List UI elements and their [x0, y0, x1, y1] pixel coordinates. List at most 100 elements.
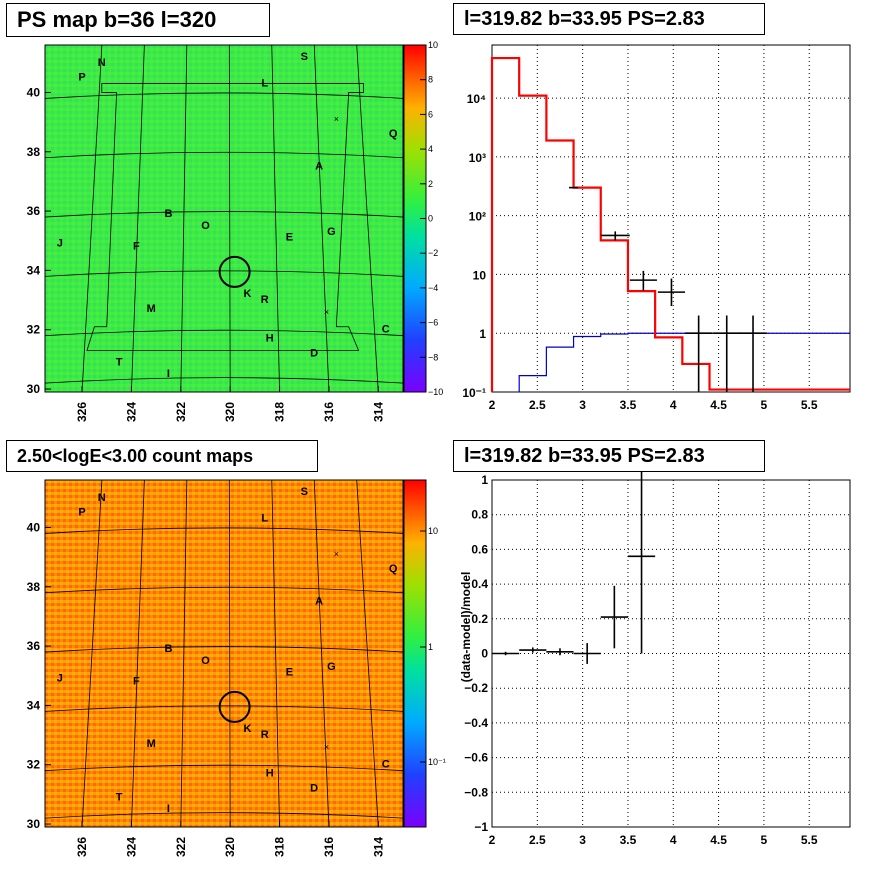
source-label-T: T [116, 356, 123, 368]
source-label-C: C [382, 759, 390, 771]
residual-panel: 2 2.5 3 3.5 4 4.5 5 5.5 1 0.8 0.6 0.4 0.2 0 −0.2 −0.4 −… [459, 459, 851, 847]
source-label-F: F [133, 676, 140, 688]
source-label-Q: Q [389, 563, 398, 575]
source-label-D: D [310, 782, 318, 794]
meridian-line [228, 44, 231, 393]
count-map-panel: N P S L Q A B O E G J F K R M C H D T I × × 326 324 322 320 318 31… [27, 479, 446, 857]
source-label-S: S [301, 51, 308, 63]
residual-y-axis-label: (data-model)/model [459, 572, 473, 683]
source-label-G: G [327, 226, 336, 238]
source-label-E: E [286, 232, 293, 244]
x-tick-label: 5.5 [801, 398, 818, 412]
colorbar-tick-label: 8 [428, 75, 433, 85]
colorbar-tick-label: 4 [428, 144, 433, 154]
meridian-line [131, 44, 145, 393]
y-tick-label: −0.6 [464, 751, 488, 765]
spectrum-y-ticks: 10⁻¹ 1 10 10² 10³ 10⁴ [462, 92, 486, 400]
y-tick-label: 0.6 [471, 542, 488, 556]
x-tick-label: 2 [489, 833, 496, 847]
ps-colorbar-ticks: 10 8 6 4 2 0 −2 −4 −6 −8 −10 [420, 40, 443, 397]
x-tick-label: 4 [670, 833, 677, 847]
residual-y-ticks: 1 0.8 0.6 0.4 0.2 0 −0.2 −0.4 −0.6 −0.8 −1 [464, 473, 488, 834]
source-label-P: P [78, 507, 85, 519]
ps-map-graticule [44, 44, 404, 393]
source-label-H: H [266, 768, 274, 780]
colorbar-tick-label: 2 [428, 179, 433, 189]
source-label-Q: Q [389, 128, 398, 140]
source-label-P: P [78, 72, 85, 84]
source-label-J: J [57, 238, 63, 250]
ps-map-y-ticks: 30 32 34 36 38 40 [27, 85, 51, 396]
source-label-M: M [147, 738, 156, 750]
x-tick-label: 320 [223, 402, 237, 422]
x-tick-label: 4.5 [710, 833, 727, 847]
x-tick-label: 320 [223, 837, 237, 857]
parallel-line [44, 151, 404, 159]
parallel-line [44, 586, 404, 594]
ps-map-sources: N P S L Q A B O E G J F K R M C H D T I × × [57, 51, 398, 380]
y-tick-label: 34 [27, 698, 41, 712]
marker-x: × [324, 742, 329, 752]
x-tick-label: 324 [124, 402, 138, 422]
source-label-S: S [301, 486, 308, 498]
total-model-line [490, 56, 850, 392]
source-label-I: I [167, 368, 170, 380]
background-model-series [518, 332, 850, 392]
y-tick-label: 0.2 [471, 612, 488, 626]
residual-plot-area [491, 479, 851, 828]
x-tick-label: 324 [124, 837, 138, 857]
source-label-F: F [133, 241, 140, 253]
spectrum-x-ticks: 2 2.5 3 3.5 4 4.5 5 5.5 [489, 398, 818, 412]
y-tick-label: 30 [27, 382, 41, 396]
meridian-line [228, 479, 231, 828]
x-tick-label: 314 [371, 837, 385, 857]
y-tick-label: 10² [469, 210, 486, 224]
x-tick-label: 2.5 [529, 833, 546, 847]
spectrum-panel: 2 2.5 3 3.5 4 4.5 5 5.5 10⁻¹ 1 10 10² 10³ 10⁴ [462, 44, 851, 412]
parallel-line [44, 705, 404, 712]
x-tick-label: 326 [75, 837, 89, 857]
y-tick-label: 10³ [469, 151, 486, 165]
source-label-A: A [315, 161, 323, 173]
source-label-D: D [310, 347, 318, 359]
y-tick-label: 10⁻¹ [462, 386, 486, 400]
source-label-L: L [261, 513, 268, 525]
colorbar-tick-label: −2 [428, 248, 438, 258]
source-label-B: B [164, 643, 172, 655]
y-tick-label: 36 [27, 639, 41, 653]
colorbar-tick-label: 10 [428, 40, 438, 50]
x-tick-label: 3.5 [620, 833, 637, 847]
x-tick-label: 322 [174, 837, 188, 857]
count-map-sources: N P S L Q A B O E G J F K R M C H D T I × × [57, 486, 398, 815]
x-tick-label: 2 [489, 398, 496, 412]
source-label-H: H [266, 333, 274, 345]
source-label-O: O [201, 655, 210, 667]
count-map-plot-area [44, 479, 404, 828]
x-tick-label: 316 [322, 402, 336, 422]
source-label-J: J [57, 673, 63, 685]
x-tick-label: 322 [174, 402, 188, 422]
x-tick-label: 3 [579, 833, 586, 847]
y-tick-label: 30 [27, 817, 41, 831]
background-model-line [518, 332, 850, 392]
source-label-M: M [147, 303, 156, 315]
y-tick-label: 40 [27, 520, 41, 534]
x-tick-label: 314 [371, 402, 385, 422]
colorbar-tick-label: −8 [428, 352, 438, 362]
x-tick-label: 326 [75, 402, 89, 422]
x-tick-label: 5.5 [801, 833, 818, 847]
total-model-series [490, 56, 850, 392]
source-label-K: K [243, 288, 251, 300]
source-label-E: E [286, 667, 293, 679]
y-tick-label: −0.8 [464, 785, 488, 799]
x-tick-label: 4.5 [710, 398, 727, 412]
x-tick-label: 316 [322, 837, 336, 857]
parallel-line [44, 270, 404, 277]
meridian-line [180, 479, 188, 828]
data-points-series [569, 186, 767, 392]
y-tick-label: 32 [27, 758, 41, 772]
meridian-line [313, 479, 330, 828]
x-tick-label: 318 [273, 837, 287, 857]
y-tick-label: −1 [474, 820, 488, 834]
